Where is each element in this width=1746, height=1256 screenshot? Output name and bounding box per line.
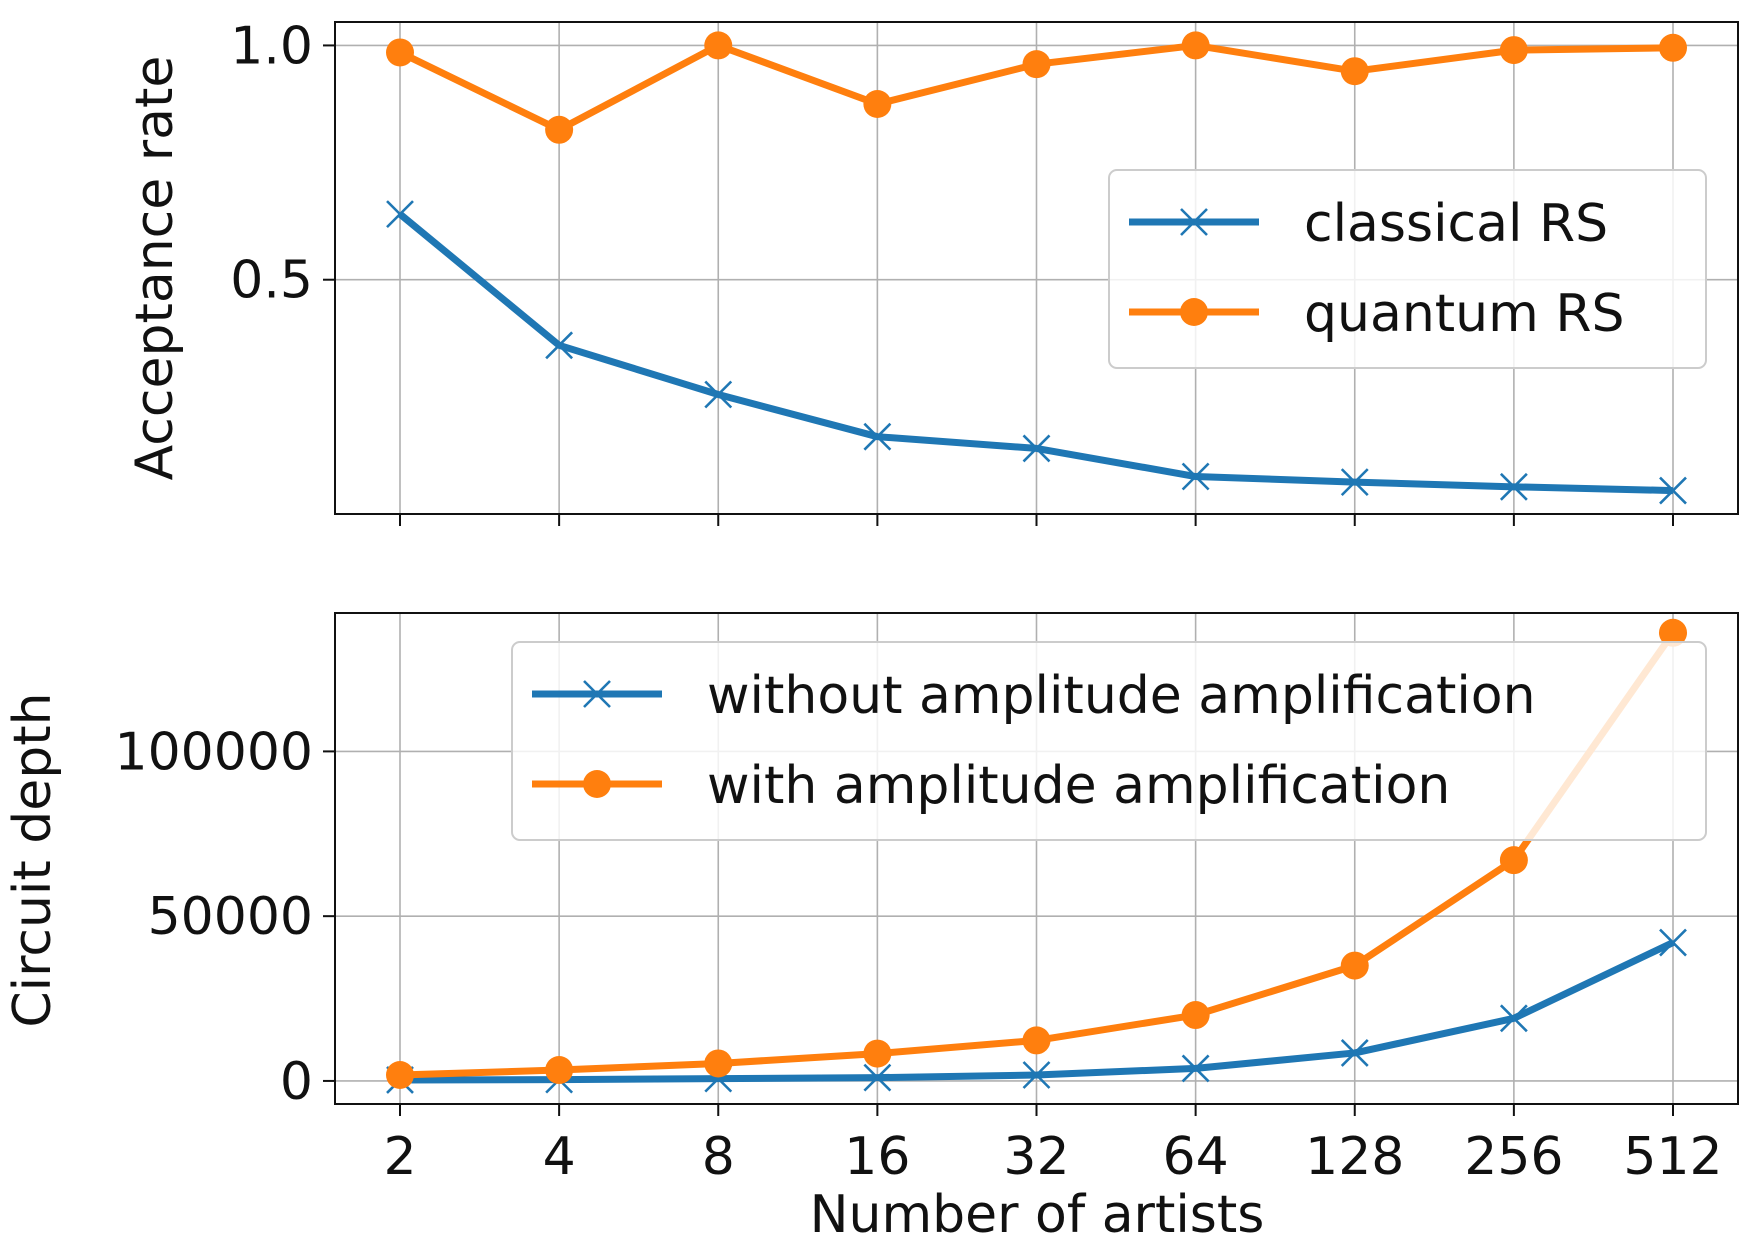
- marker-stroke: [704, 380, 733, 409]
- x-tick-label: 8: [702, 1127, 735, 1187]
- x-tick-label: 512: [1623, 1127, 1722, 1187]
- data-point: [1499, 472, 1528, 501]
- marker-stroke: [1340, 468, 1369, 497]
- circuit-depth-panel: 2 4 8 16 32 64 128 256 512 0 50000 100000 Circuit de…: [3, 612, 1739, 1187]
- data-point: [1499, 846, 1528, 875]
- legend-label: quantum RS: [1304, 284, 1624, 344]
- marker-stroke: [1181, 462, 1210, 491]
- legend-entry: quantum RS: [1129, 284, 1624, 344]
- data-point: [1659, 33, 1687, 62]
- data-point: [704, 380, 733, 409]
- marker-stroke: [1180, 208, 1208, 236]
- legend-swatch-marker: [583, 770, 611, 798]
- data-point: [386, 1061, 414, 1090]
- y-tick-label: 50000: [148, 887, 313, 947]
- data-point: [1340, 951, 1369, 980]
- data-point: [1340, 468, 1369, 497]
- data-point: [1499, 36, 1528, 65]
- data-point: [863, 1063, 892, 1092]
- data-point: [386, 38, 414, 67]
- data-point: [1022, 434, 1051, 463]
- x-axis-title: Number of artists: [810, 1185, 1265, 1245]
- legend-swatch-marker: [1180, 298, 1208, 326]
- data-point: [1659, 618, 1687, 647]
- y-axis-title: Circuit depth: [3, 692, 63, 1027]
- data-point: [1340, 57, 1369, 86]
- series-markers: [386, 618, 1687, 1090]
- series-orange: [386, 618, 1687, 1090]
- x-tick-label: 64: [1163, 1127, 1229, 1187]
- data-point: [1499, 1004, 1528, 1033]
- series-markers: [386, 200, 1687, 505]
- data-point: [1659, 476, 1687, 505]
- data-point: [863, 90, 892, 118]
- series-orange: [386, 31, 1687, 144]
- legend-label: without amplitude amplification: [707, 666, 1536, 726]
- series-layer: [386, 31, 1687, 505]
- marker-stroke: [1181, 1054, 1210, 1083]
- data-point: [863, 422, 892, 451]
- data-point: [1181, 31, 1210, 60]
- data-point: [545, 331, 574, 360]
- y-axis-title: Acceptance rate: [125, 56, 185, 481]
- data-point: [386, 200, 414, 229]
- legend-label: classical RS: [1304, 194, 1608, 254]
- data-point: [1022, 50, 1051, 79]
- data-point: [1022, 1061, 1051, 1089]
- marker-stroke: [1022, 434, 1051, 463]
- y-tick-label: 1.0: [230, 16, 313, 76]
- x-tick-label: 128: [1305, 1127, 1404, 1187]
- data-point: [1181, 1054, 1210, 1083]
- marker-stroke: [1659, 928, 1687, 957]
- legend-label: with amplitude amplification: [707, 756, 1450, 816]
- legend: without amplitude amplification with ampl…: [511, 641, 1707, 841]
- legend-swatch-marker: [583, 680, 611, 708]
- x-tick-label: 2: [383, 1127, 416, 1187]
- legend-entry: without amplitude amplification: [532, 666, 1536, 726]
- marker-stroke: [583, 680, 611, 708]
- acceptance-rate-panel: 0.5 1.0 Acceptance rate classical RS quantum…: [125, 16, 1739, 526]
- marker-stroke: [1499, 472, 1528, 501]
- data-point: [1181, 462, 1210, 491]
- marker-stroke: [1340, 1039, 1369, 1067]
- marker-stroke: [1659, 476, 1687, 505]
- marker-stroke: [386, 200, 414, 229]
- data-point: [545, 115, 574, 144]
- data-point: [704, 31, 733, 60]
- data-point: [863, 1039, 892, 1068]
- y-tick-label: 100000: [114, 722, 313, 782]
- series-markers: [386, 31, 1687, 144]
- series-blue: [386, 200, 1687, 505]
- y-tick-label: 0.5: [230, 251, 313, 311]
- data-point: [545, 1056, 574, 1085]
- marker-stroke: [863, 422, 892, 451]
- x-tick-label: 16: [844, 1127, 910, 1187]
- legend: classical RS quantum RS: [1108, 169, 1707, 369]
- legend-swatch-marker: [1180, 208, 1208, 236]
- legend-box: [511, 641, 1707, 841]
- legend-entry: classical RS: [1129, 194, 1608, 254]
- series-layer: [386, 618, 1687, 1094]
- x-tick-label: 4: [543, 1127, 576, 1187]
- data-point: [1181, 1001, 1210, 1030]
- data-point: [1340, 1039, 1369, 1067]
- marker-stroke: [1022, 1061, 1051, 1089]
- data-point: [704, 1049, 733, 1078]
- data-point: [1022, 1026, 1051, 1055]
- x-tick-label: 32: [1003, 1127, 1069, 1187]
- data-point: [1659, 928, 1687, 957]
- y-tick-label: 0: [280, 1052, 313, 1112]
- marker-stroke: [1499, 1004, 1528, 1033]
- marker-stroke: [545, 331, 574, 360]
- x-tick-label: 256: [1464, 1127, 1563, 1187]
- marker-stroke: [863, 1063, 892, 1092]
- legend-entry: with amplitude amplification: [532, 756, 1450, 816]
